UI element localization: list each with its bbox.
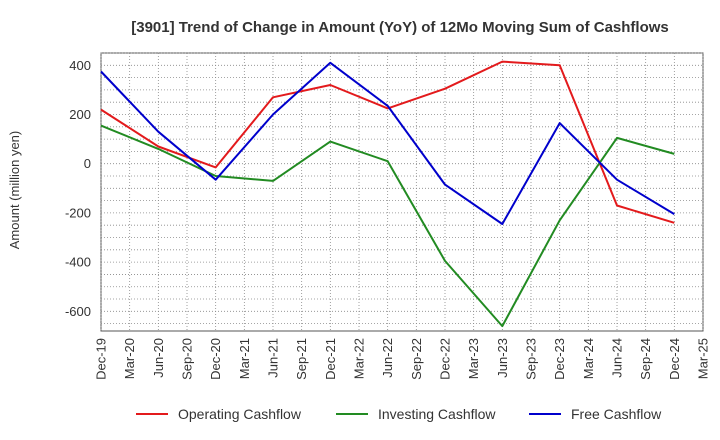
x-tick-label: Jun-20 — [151, 338, 166, 378]
x-tick-label: Dec-23 — [552, 338, 567, 380]
x-tick-label: Dec-19 — [94, 338, 109, 380]
grid-lines — [100, 52, 704, 331]
legend-item: Free Cashflow — [529, 406, 662, 422]
y-axis-label: Amount (million yen) — [7, 131, 22, 250]
x-tick-label: Dec-24 — [667, 338, 682, 380]
legend-item: Operating Cashflow — [136, 406, 302, 422]
y-tick-label: 400 — [69, 58, 91, 73]
legend-label: Investing Cashflow — [378, 406, 496, 422]
x-tick-label: Mar-21 — [237, 338, 252, 379]
x-tick-label: Sep-21 — [294, 338, 309, 380]
plot-frame — [100, 52, 704, 332]
x-axis-ticks: Dec-19 Mar-20 Jun-20 Sep-20 Dec-20 Mar-21 Jun-… — [94, 338, 711, 380]
y-tick-label: -600 — [65, 304, 91, 319]
x-tick-label: Dec-22 — [438, 338, 453, 380]
series-line-free-cashflow — [100, 61, 675, 225]
y-tick-label: -200 — [65, 205, 91, 220]
y-tick-label: 200 — [69, 107, 91, 122]
y-axis-ticks: 400 200 0 -200 -400 -600 — [65, 58, 91, 319]
x-tick-label: Sep-20 — [180, 338, 195, 380]
x-tick-label: Mar-24 — [581, 338, 596, 379]
x-tick-label: Mar-23 — [466, 338, 481, 379]
y-tick-label: -400 — [65, 255, 91, 270]
plot-area — [100, 52, 704, 332]
legend-label: Free Cashflow — [571, 406, 662, 422]
x-tick-label: Mar-25 — [696, 338, 711, 379]
x-tick-label: Dec-21 — [323, 338, 338, 380]
x-tick-label: Sep-24 — [638, 338, 653, 380]
x-tick-label: Jun-23 — [495, 338, 510, 378]
x-tick-label: Dec-20 — [208, 338, 223, 380]
series-line-operating-cashflow — [100, 60, 675, 224]
y-tick-label: 0 — [84, 156, 91, 171]
legend-label: Operating Cashflow — [178, 406, 302, 422]
legend-item: Investing Cashflow — [336, 406, 496, 422]
x-tick-label: Mar-20 — [122, 338, 137, 379]
x-tick-label: Sep-22 — [409, 338, 424, 380]
x-tick-label: Jun-21 — [266, 338, 281, 378]
x-tick-label: Jun-24 — [610, 338, 625, 378]
series-layer — [100, 60, 675, 328]
chart-title: [3901] Trend of Change in Amount (YoY) o… — [131, 19, 669, 36]
x-tick-label: Jun-22 — [380, 338, 395, 378]
series-line-investing-cashflow — [100, 124, 675, 328]
x-tick-label: Mar-22 — [352, 338, 367, 379]
x-tick-label: Sep-23 — [524, 338, 539, 380]
legend: Operating Cashflow Investing Cashflow Free… — [136, 406, 662, 422]
